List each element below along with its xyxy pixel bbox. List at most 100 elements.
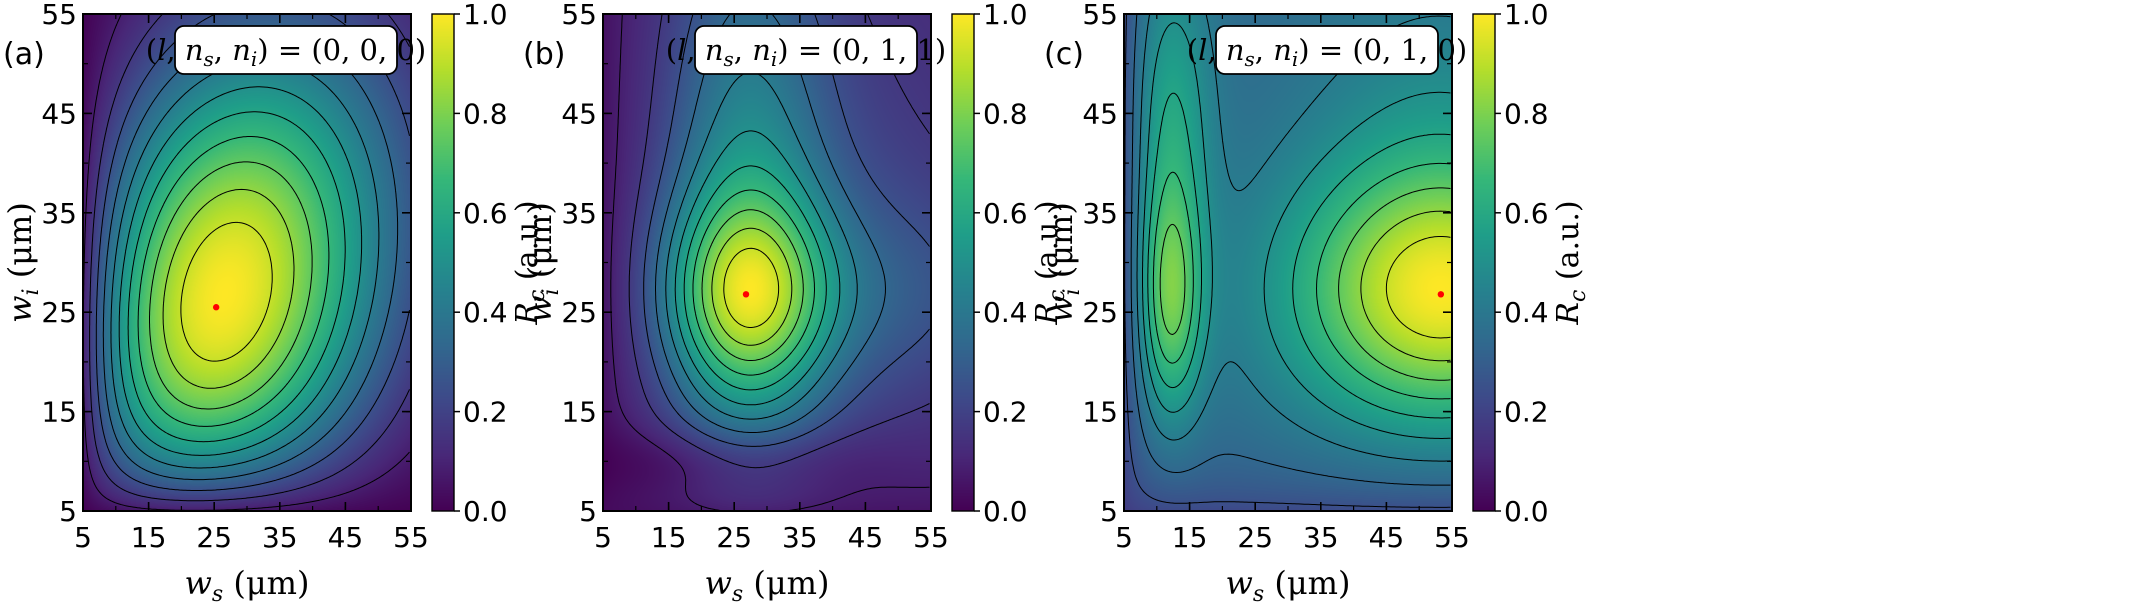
- contour-line: [1385, 236, 1451, 339]
- contour-line: [683, 165, 827, 391]
- contour-line: [628, 14, 930, 469]
- y-tick-label: 15: [41, 396, 77, 429]
- contour-line: [137, 136, 330, 427]
- contour-line: [95, 14, 410, 491]
- colorbar-tick-label: 0.2: [1504, 396, 1549, 429]
- x-tick-label: 55: [393, 521, 429, 554]
- contour-line: [118, 86, 363, 456]
- colorbar-tick-label: 0.8: [1504, 97, 1549, 130]
- colorbar-tick-label: 1.0: [1504, 0, 1549, 31]
- legend-box-b: [694, 25, 918, 75]
- colorbar-frame-a: [431, 13, 455, 512]
- y-tick-label: 55: [1082, 0, 1118, 31]
- y-tick-label: 15: [561, 396, 597, 429]
- x-tick-label: 55: [913, 521, 949, 554]
- contour-line: [1152, 162, 1451, 400]
- colorbar-tick-label: 0.4: [1504, 296, 1549, 329]
- x-tick-label: 5: [594, 521, 612, 554]
- contour-line: [180, 221, 273, 362]
- y-tick-label: 15: [1082, 396, 1118, 429]
- parameter-annotation-b: (l, ns, ni) = (0, 1, 1): [666, 33, 946, 71]
- contour-line: [83, 14, 410, 511]
- contour-line: [1142, 22, 1451, 439]
- contour-line: [149, 161, 313, 410]
- y-tick-label: 5: [59, 495, 77, 528]
- colorbar-tick-label: 1.0: [463, 0, 508, 31]
- x-tick-label: 15: [1172, 521, 1208, 554]
- contour-line: [102, 31, 399, 481]
- y-tick-label: 35: [561, 197, 597, 230]
- heatmap-panel-c: [1124, 14, 1452, 511]
- colorbar-gradient-b: [952, 14, 974, 511]
- x-axis-label: ws (μm): [1226, 564, 1351, 607]
- y-tick-label: 35: [1082, 197, 1118, 230]
- plot-frame-c: [1123, 13, 1453, 512]
- y-axis-label: wi (μm): [1, 202, 44, 323]
- x-tick-label: 55: [1434, 521, 1470, 554]
- x-tick-label: 25: [716, 521, 752, 554]
- y-tick-label: 45: [561, 97, 597, 130]
- x-tick-label: 5: [74, 521, 92, 554]
- contour-line: [162, 188, 295, 389]
- x-tick-label: 35: [262, 521, 298, 554]
- y-axis-label: wi (μm): [521, 202, 564, 323]
- colorbar-tick-label: 0.8: [463, 97, 508, 130]
- contour-line: [643, 14, 930, 447]
- colorbar-tick-label: 0.6: [463, 197, 508, 230]
- contour-line: [1147, 92, 1451, 419]
- parameter-annotation-a: (l, ns, ni) = (0, 0, 0): [146, 33, 426, 71]
- colorbar-tick-label: 1.0: [983, 0, 1028, 31]
- y-tick-label: 5: [1100, 495, 1118, 528]
- legend-box-a: [174, 25, 398, 75]
- contour-line: [723, 247, 780, 328]
- x-tick-label: 25: [1237, 521, 1273, 554]
- colorbar-frame-b: [951, 13, 975, 512]
- y-tick-label: 25: [561, 296, 597, 329]
- contour-line: [711, 227, 793, 346]
- heatmap-panel-a: [83, 14, 411, 511]
- parameter-annotation-c: (l, ns, ni) = (0, 1, 0): [1187, 33, 1467, 71]
- contour-line: [1136, 14, 1451, 462]
- y-tick-label: 55: [561, 0, 597, 31]
- y-tick-label: 5: [579, 495, 597, 528]
- optimum-marker-b: [742, 291, 750, 298]
- contour-line: [701, 209, 804, 361]
- colorbar-tick-label: 0.0: [1504, 495, 1549, 528]
- contour-line: [1360, 210, 1451, 362]
- y-tick-label: 25: [1082, 296, 1118, 329]
- x-tick-label: 35: [1303, 521, 1339, 554]
- colorbar-label-a: Rc (a.u.): [510, 200, 550, 325]
- y-tick-label: 45: [41, 97, 77, 130]
- legend-box-c: [1215, 25, 1439, 75]
- x-axis-label: ws (μm): [185, 564, 310, 607]
- x-tick-label: 45: [1369, 521, 1405, 554]
- y-tick-label: 35: [41, 197, 77, 230]
- colorbar-label-c: Rc (a.u.): [1551, 200, 1591, 325]
- x-tick-label: 15: [651, 521, 687, 554]
- x-axis-label: ws (μm): [705, 564, 830, 607]
- colorbar-tick-label: 0.0: [983, 495, 1028, 528]
- x-tick-label: 45: [848, 521, 884, 554]
- contour-line: [674, 130, 841, 406]
- contour-line: [665, 71, 858, 420]
- heatmap-panel-b: [603, 14, 931, 511]
- x-tick-label: 35: [782, 521, 818, 554]
- optimum-marker-c: [1437, 291, 1445, 298]
- contour-line: [110, 60, 380, 469]
- colorbar-frame-c: [1472, 13, 1496, 512]
- colorbar-label-b: Rc (a.u.): [1030, 200, 1070, 325]
- contour-line: [127, 111, 346, 443]
- y-tick-label: 55: [41, 0, 77, 31]
- y-tick-label: 45: [1082, 97, 1118, 130]
- colorbar-tick-label: 0.4: [463, 296, 508, 329]
- optimum-marker-a: [212, 304, 220, 311]
- panel-letter-a: (a): [3, 37, 45, 72]
- contour-line: [1124, 14, 1451, 508]
- contour-line: [692, 189, 815, 376]
- contour-line: [1130, 14, 1451, 486]
- x-tick-label: 15: [131, 521, 167, 554]
- y-axis-label: wi (μm): [1042, 202, 1085, 323]
- x-tick-label: 5: [1115, 521, 1133, 554]
